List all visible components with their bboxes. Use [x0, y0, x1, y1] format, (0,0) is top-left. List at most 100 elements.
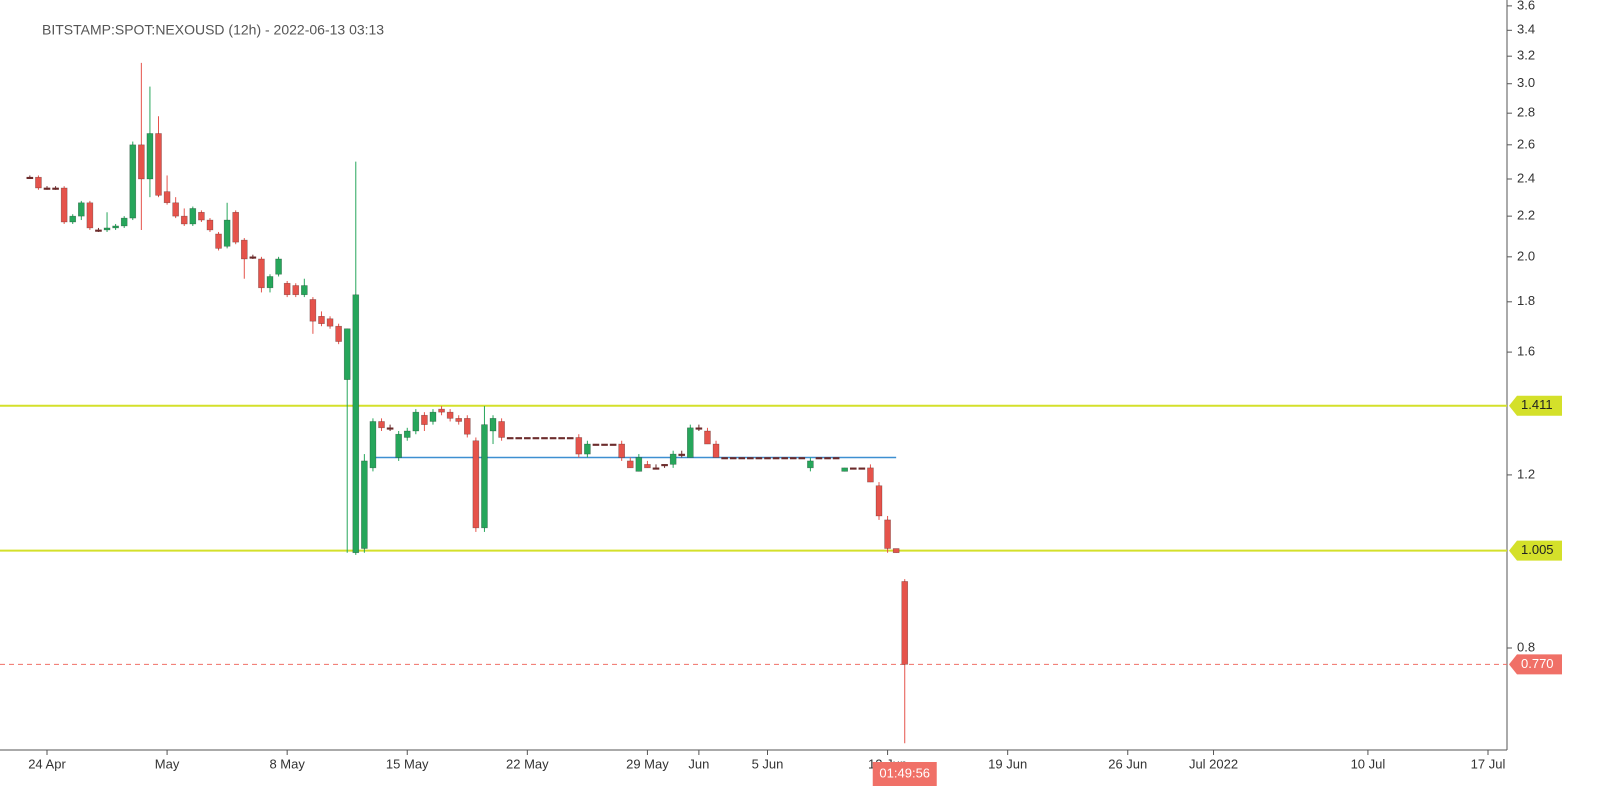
y-tick-label: 2.2 — [1517, 208, 1535, 223]
candle-body — [258, 258, 265, 289]
candle-body — [403, 430, 411, 438]
candle-body — [532, 437, 540, 440]
candle-body — [592, 443, 600, 446]
candle-body — [446, 411, 454, 419]
x-tick-label: 8 May — [269, 756, 305, 771]
candle-body — [26, 176, 34, 180]
candle-body — [755, 457, 763, 460]
candle-body — [240, 239, 248, 260]
level-tag — [1509, 540, 1562, 561]
candle-body — [584, 443, 591, 455]
price-tag — [1509, 654, 1562, 675]
x-tick-label: May — [155, 756, 180, 771]
candle-body — [335, 325, 342, 342]
candle-body — [609, 443, 617, 446]
y-tick-label: 3.2 — [1517, 48, 1535, 63]
candle-body — [103, 227, 111, 231]
candle-body — [815, 457, 823, 460]
candle-body — [498, 421, 505, 438]
candle-body — [129, 144, 137, 219]
y-tick-label: 3.0 — [1517, 75, 1535, 90]
candle-body — [549, 437, 557, 440]
candle-body — [678, 453, 686, 456]
candle-body — [112, 225, 119, 229]
candle-body — [352, 294, 360, 554]
candle-body — [249, 256, 257, 259]
candle-body — [601, 443, 608, 446]
candle-body — [60, 187, 68, 223]
candle-body — [892, 548, 900, 554]
level-tag — [1509, 395, 1562, 416]
candle-body — [687, 427, 694, 458]
candle-body — [198, 211, 205, 221]
candle-body — [695, 427, 703, 430]
countdown-box — [872, 762, 937, 786]
candle-body — [95, 229, 102, 232]
y-tick-label: 3.6 — [1517, 0, 1535, 12]
y-tick-label: 3.4 — [1517, 22, 1535, 37]
y-tick-label: 1.6 — [1517, 344, 1535, 359]
candle-body — [455, 418, 463, 422]
candle-body — [438, 408, 445, 413]
candle-body — [301, 285, 308, 296]
candle-body — [292, 285, 300, 296]
candle-body — [566, 437, 574, 440]
candle-body — [824, 457, 831, 460]
candle-body — [412, 411, 420, 432]
price-label: 0.770 — [1521, 656, 1554, 671]
candle-body — [867, 467, 874, 483]
candle-body — [463, 418, 471, 435]
candle-body — [832, 457, 840, 460]
x-tick-label: 15 May — [386, 756, 429, 771]
candle-body — [875, 485, 883, 517]
candle-body — [901, 581, 909, 665]
candle-body — [841, 467, 848, 472]
candle-body — [275, 258, 282, 275]
candle-body — [704, 430, 711, 445]
candle-body — [652, 467, 660, 470]
y-tick-label: 1.8 — [1517, 293, 1535, 308]
candle-body — [635, 457, 643, 472]
chart-title: BITSTAMP:SPOT:NEXOUSD (12h) - 2022-06-13… — [42, 22, 384, 38]
candle-body — [206, 219, 214, 231]
candle-body — [309, 299, 317, 322]
x-tick-label: 10 Jul — [1351, 756, 1386, 771]
level-label: 1.005 — [1521, 542, 1554, 557]
y-tick-label: 2.4 — [1517, 170, 1535, 185]
candle-body — [506, 437, 514, 440]
candle-body — [369, 421, 377, 469]
candle-body — [489, 418, 497, 432]
candle-body — [798, 457, 806, 460]
x-tick-label: Jul 2022 — [1189, 756, 1238, 771]
y-tick-label: 1.2 — [1517, 466, 1535, 481]
candle-body — [318, 315, 325, 325]
x-tick-label: 26 Jun — [1108, 756, 1147, 771]
candle-body — [618, 443, 625, 458]
candle-body — [215, 233, 222, 249]
candle-body — [558, 437, 565, 440]
candle-body — [378, 421, 385, 429]
candle-body — [764, 457, 771, 460]
candle-body — [43, 187, 51, 190]
candle-body — [515, 437, 523, 440]
y-tick-label: 2.6 — [1517, 136, 1535, 151]
candle-body — [223, 219, 231, 247]
candle-body — [163, 191, 171, 204]
candle-body — [343, 328, 351, 380]
y-tick-label: 0.8 — [1517, 639, 1535, 654]
candle-body — [395, 433, 402, 458]
x-tick-label: 24 Apr — [28, 756, 66, 771]
candle-body — [155, 133, 162, 196]
candle-body — [35, 176, 42, 189]
candle-body — [738, 457, 746, 460]
y-tick-label: 2.8 — [1517, 105, 1535, 120]
candle-body — [120, 217, 128, 227]
candle-body — [138, 144, 145, 180]
candle-body — [189, 208, 197, 225]
x-tick-label: Jun — [688, 756, 709, 771]
candle-body — [858, 467, 866, 470]
candle-body — [146, 133, 154, 180]
candle-body — [266, 276, 274, 289]
